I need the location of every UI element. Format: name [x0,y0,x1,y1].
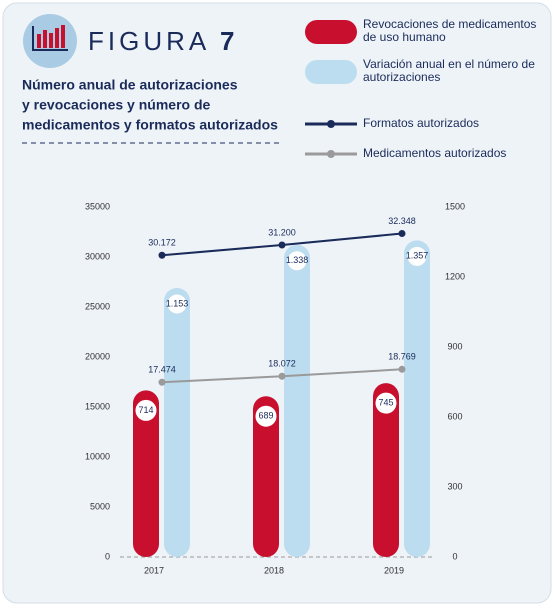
bar [284,244,310,558]
bar [133,390,159,557]
legend-label: Variación anual en el número de autoriza… [363,57,535,84]
value-label: 18.769 [388,352,416,362]
y2-tick-label: 1500 [445,201,465,211]
legend-swatch [305,60,357,84]
label-badge [375,392,397,414]
label-badge [166,293,188,315]
point [278,241,286,249]
subtitle: Número anual de autorizaciones [22,77,238,93]
y2-tick-label: 0 [452,551,457,561]
y-tick-label: 0 [105,551,110,561]
value-label: 17.474 [148,365,176,375]
label-badge [135,399,157,421]
y-tick-label: 20000 [85,351,110,361]
legend-dot [327,150,335,158]
y2-tick-label: 900 [447,341,462,351]
y2-tick-label: 1200 [445,271,465,281]
bar [253,396,279,557]
y-tick-label: 10000 [85,451,110,461]
label-badge [406,245,428,267]
y-tick-label: 15000 [85,401,110,411]
bar [164,287,190,557]
legend-label: Revocaciones de medicamentos de uso huma… [363,17,537,44]
icon [23,14,77,68]
value-label: 745 [378,398,393,408]
point [398,365,406,373]
value-label: 31.200 [268,227,296,237]
value-label: 714 [138,405,153,415]
value-label: 689 [258,411,273,421]
value-label: 30.172 [148,238,176,248]
legend-swatch [305,20,357,44]
legend-label: Medicamentos autorizados [363,146,507,160]
point [278,372,286,380]
value-label: 1.338 [286,255,309,265]
figure-label: FIGURA 7 [88,26,239,56]
y-tick-label: 30000 [85,251,110,261]
y-tick-label: 25000 [85,301,110,311]
subtitle: y revocaciones y número de [22,97,211,113]
point [158,378,166,386]
point [398,230,406,238]
y2-tick-label: 600 [447,411,462,421]
legend-label: Formatos autorizados [363,116,480,130]
x-tick-label: 2017 [144,565,164,575]
value-label: 18.072 [268,359,296,369]
label-badge [255,405,277,427]
bar [404,240,430,557]
label-badge [286,250,308,272]
x-tick-label: 2019 [384,565,404,575]
value-label: 1.357 [406,251,429,261]
y-tick-label: 5000 [90,501,110,511]
x-tick-label: 2018 [264,565,284,575]
y2-tick-label: 300 [447,481,462,491]
point [158,251,166,259]
legend-dot [327,120,335,128]
value-label: 1.153 [166,298,189,308]
y-tick-label: 35000 [85,201,110,211]
subtitle: medicamentos y formatos autorizados [22,117,278,133]
bar [373,383,399,557]
value-label: 32.348 [388,216,416,226]
